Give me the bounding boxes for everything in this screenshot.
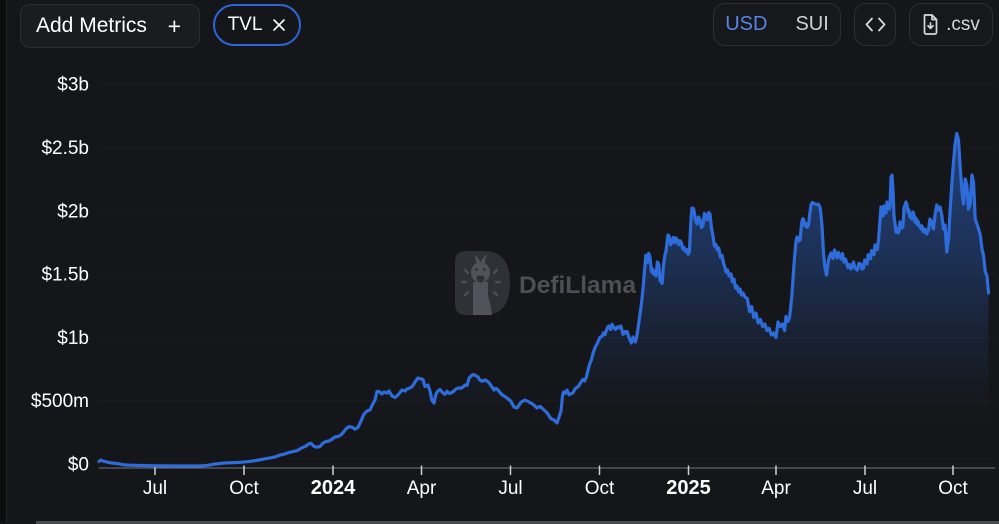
svg-text:Jul: Jul	[143, 478, 167, 499]
svg-text:2024: 2024	[311, 477, 356, 499]
svg-text:Apr: Apr	[407, 478, 437, 499]
svg-text:2025: 2025	[666, 477, 711, 499]
svg-text:$2.5b: $2.5b	[41, 138, 89, 159]
svg-text:$1.5b: $1.5b	[41, 265, 89, 286]
svg-text:DefiLlama: DefiLlama	[519, 272, 636, 299]
svg-text:Oct: Oct	[229, 478, 259, 499]
svg-text:$500m: $500m	[31, 391, 89, 412]
svg-text:Oct: Oct	[585, 478, 615, 499]
svg-text:$2b: $2b	[57, 201, 89, 222]
svg-text:Oct: Oct	[938, 478, 968, 499]
svg-text:$1b: $1b	[57, 328, 89, 349]
svg-text:Jul: Jul	[498, 478, 522, 499]
svg-text:Jul: Jul	[853, 478, 877, 499]
svg-text:$0: $0	[68, 455, 89, 476]
svg-text:$3b: $3b	[57, 75, 89, 96]
svg-text:Apr: Apr	[761, 478, 791, 499]
